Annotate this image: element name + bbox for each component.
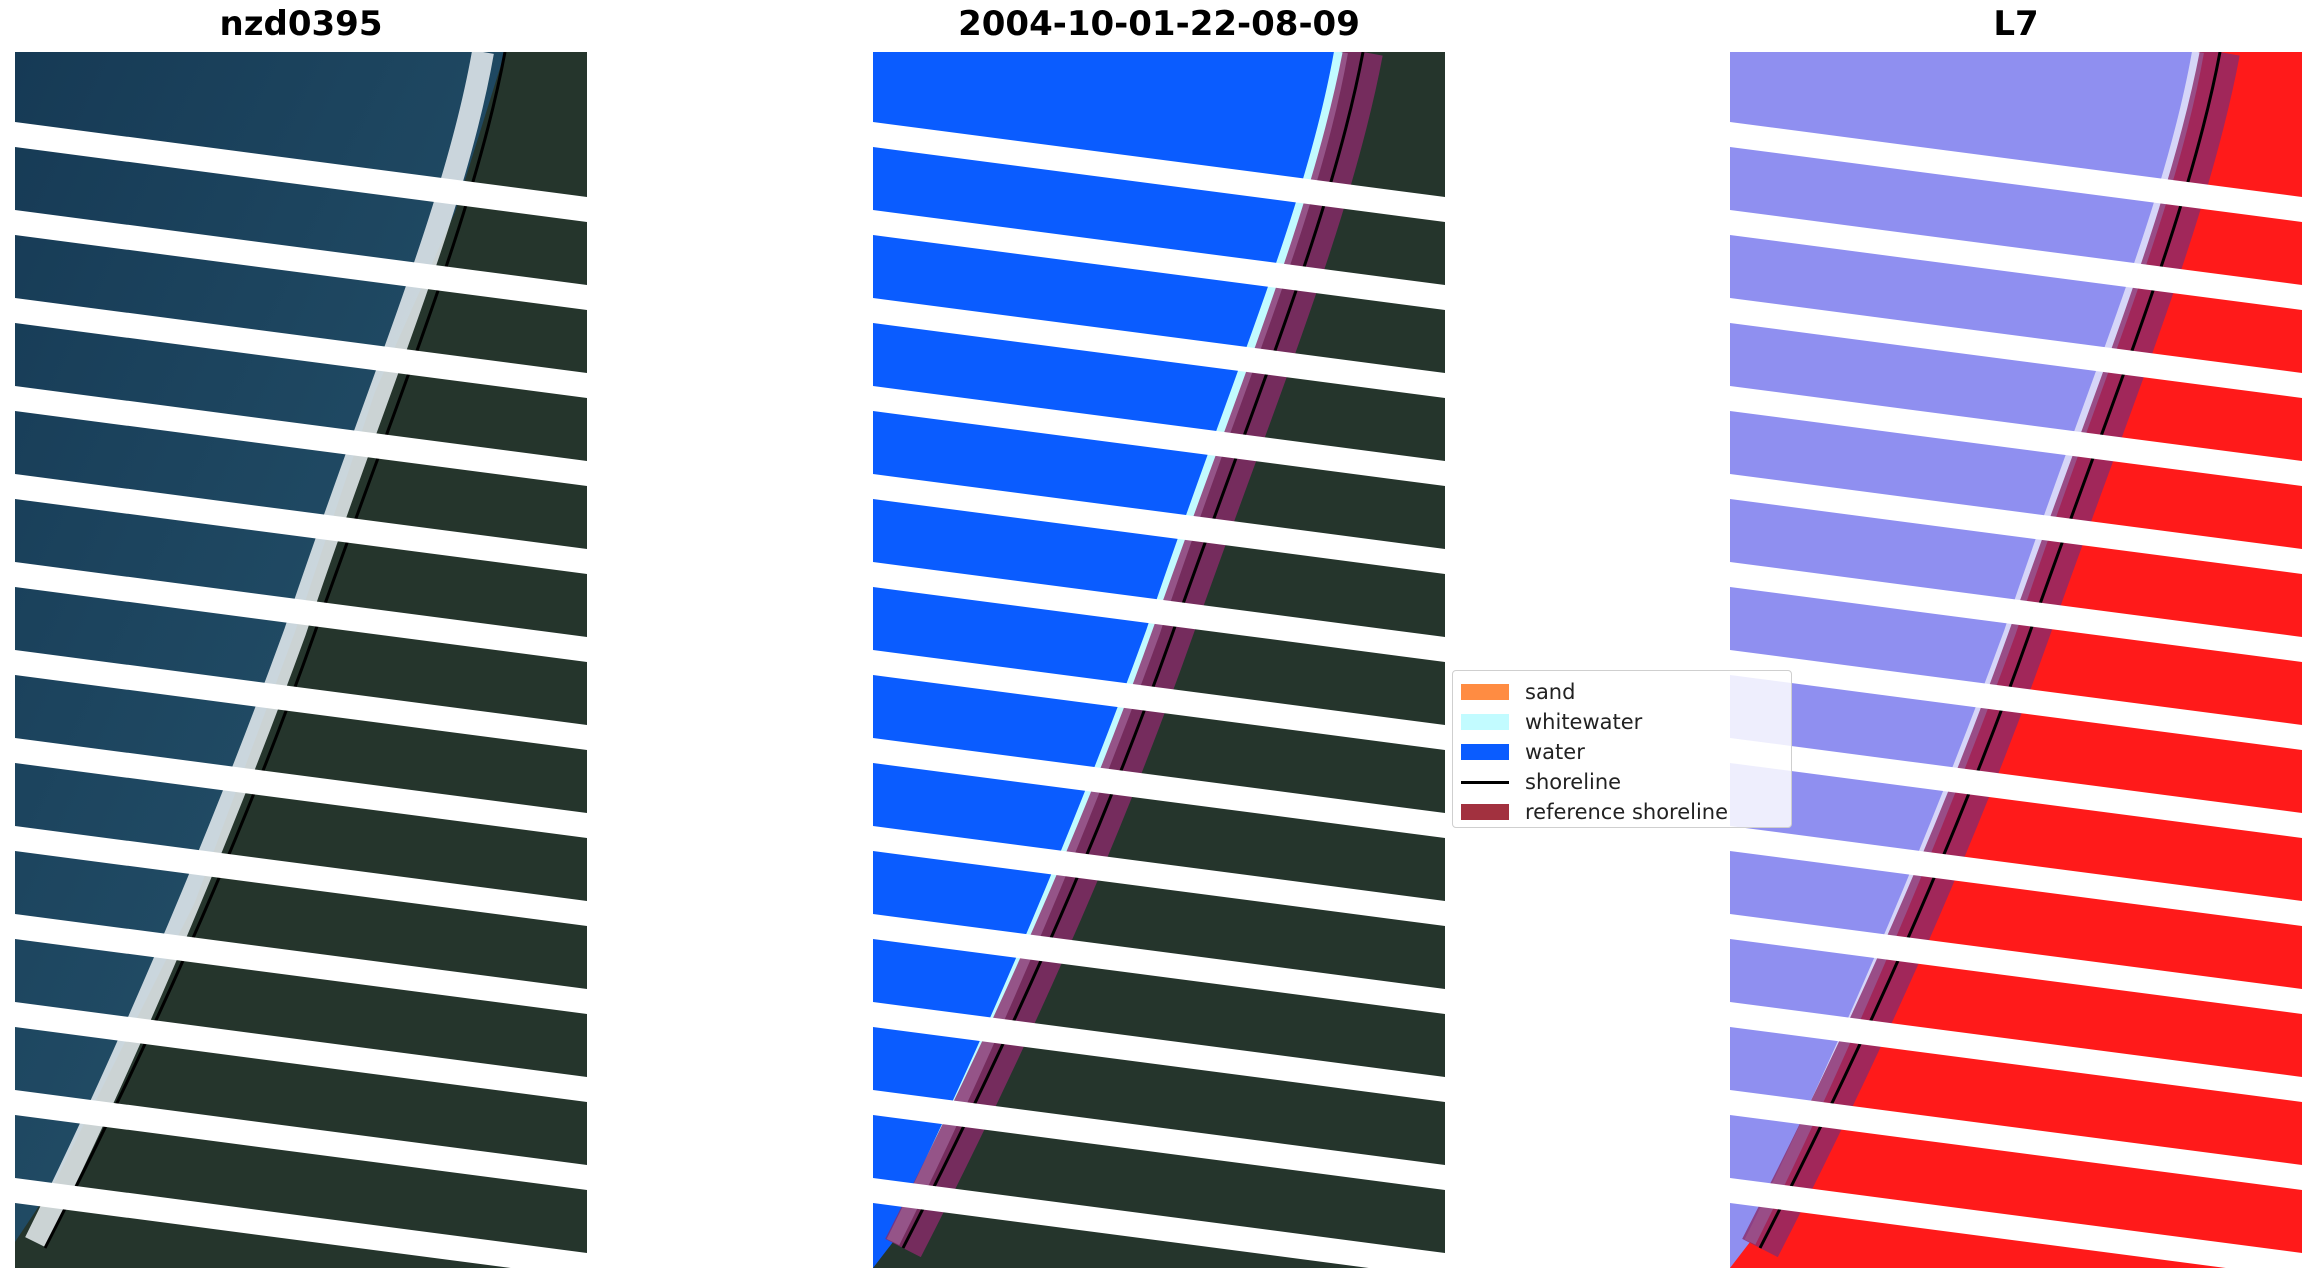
shoreline-line-swatch [1461,780,1509,784]
reference-shoreline-swatch [1461,804,1509,820]
legend-label-reference-shoreline: reference shoreline [1525,800,1729,824]
legend-item-shoreline: shoreline [1461,767,1791,797]
panel-title-right: L7 [1993,4,2039,44]
shoreline-line [901,52,1365,1249]
legend-label-sand: sand [1525,680,1576,704]
legend: sand whitewater water shoreline referenc… [1452,670,1792,828]
scan-line-gaps [873,122,1445,1268]
index-image-panel [1730,52,2302,1268]
legend-item-whitewater: whitewater [1461,707,1791,737]
surf-zone [25,52,494,1247]
legend-item-sand: sand [1461,677,1791,707]
whitewater-swatch [1461,714,1509,730]
panel-title-left: nzd0395 [219,4,383,44]
shoreline-line [1758,52,2222,1249]
scan-line-gaps [1730,122,2302,1268]
classified-image-panel [873,52,1445,1268]
sand-swatch [1461,684,1509,700]
panel-title-middle: 2004-10-01-22-08-09 [958,4,1360,44]
legend-label-whitewater: whitewater [1525,710,1643,734]
legend-label-shoreline: shoreline [1525,770,1622,794]
scan-line-gaps [15,122,587,1268]
rgb-image-panel [15,52,587,1268]
legend-item-water: water [1461,737,1791,767]
legend-label-water: water [1525,740,1585,764]
shoreline-line [43,52,507,1249]
water-swatch [1461,744,1509,760]
legend-item-reference-shoreline: reference shoreline [1461,797,1791,827]
